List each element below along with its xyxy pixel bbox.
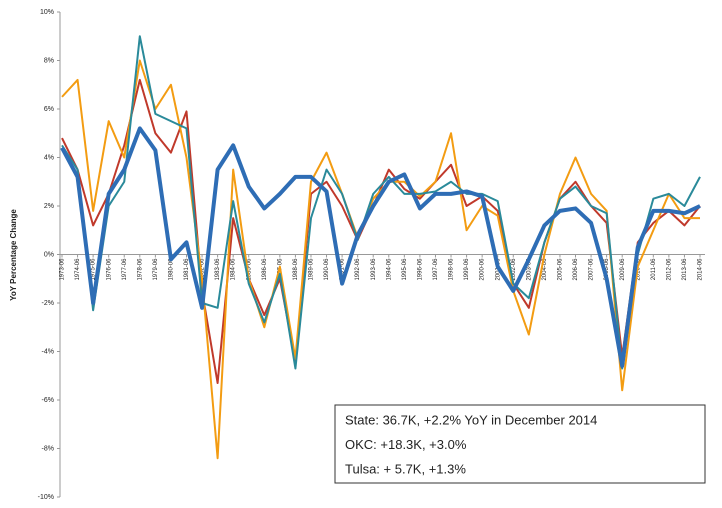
x-tick-label: 2012-06	[666, 258, 672, 281]
x-tick-label: 1974-06	[75, 258, 81, 281]
y-tick-label: -2%	[42, 300, 54, 307]
x-tick-label: 1986-06	[262, 258, 268, 281]
y-tick-label: 0%	[44, 251, 54, 258]
y-tick-label: -10%	[38, 494, 54, 501]
x-tick-label: 1994-06	[386, 258, 392, 281]
x-tick-label: 1989-06	[309, 258, 315, 281]
x-tick-label: 1983-06	[215, 258, 221, 281]
y-tick-label: -8%	[42, 445, 54, 452]
y-tick-label: 4%	[44, 154, 54, 161]
y-tick-label: 10%	[40, 9, 54, 16]
x-tick-label: 2011-06	[651, 258, 657, 280]
x-tick-label: 1999-06	[464, 258, 470, 281]
x-tick-label: 1995-06	[402, 258, 408, 281]
x-tick-label: 1991-06	[340, 258, 346, 281]
x-tick-label: 2009-06	[620, 258, 626, 281]
x-tick-label: 1973-06	[60, 258, 66, 281]
y-tick-label: 6%	[44, 106, 54, 113]
x-tick-label: 1985-06	[246, 258, 252, 281]
x-tick-label: 1982-06	[200, 258, 206, 281]
annotation-box	[334, 404, 706, 484]
y-tick-label: -4%	[42, 348, 54, 355]
series-line	[60, 126, 701, 369]
y-tick-label: -6%	[42, 397, 54, 404]
x-tick-label: 2002-06	[511, 258, 517, 281]
y-axis-label: YoY Percentage Change	[9, 209, 18, 301]
x-tick-label: 2004-06	[542, 258, 548, 281]
annotation: Tulsa: + 5.7K, +1.3%	[345, 461, 466, 476]
x-tick-label: 2000-06	[480, 258, 486, 281]
x-tick-label: 2014-06	[698, 258, 704, 281]
x-tick-label: 2003-06	[526, 258, 532, 281]
x-tick-label: 2005-06	[558, 258, 564, 281]
y-tick-label: 2%	[44, 203, 54, 210]
x-tick-label: 1979-06	[153, 258, 159, 281]
x-tick-label: 1996-06	[417, 258, 423, 281]
x-tick-label: 2008-06	[604, 258, 610, 281]
y-tick-label: 8%	[44, 57, 54, 64]
x-tick-label: 1978-06	[137, 258, 143, 281]
x-tick-label: 2006-06	[573, 258, 579, 281]
series-line	[61, 35, 701, 370]
x-tick-label: 2007-06	[589, 258, 595, 281]
x-tick-label: 1984-06	[231, 258, 237, 281]
x-tick-label: 2013-06	[682, 258, 688, 281]
x-tick-label: 1977-06	[122, 258, 128, 281]
x-tick-label: 1975-06	[91, 258, 97, 281]
x-tick-label: 1981-06	[184, 258, 190, 281]
x-tick-label: 1992-06	[355, 258, 361, 281]
x-tick-label: 1988-06	[293, 258, 299, 281]
x-tick-label: 1993-06	[371, 258, 377, 281]
x-tick-label: 1997-06	[433, 258, 439, 281]
x-tick-label: 1980-06	[169, 258, 175, 281]
annotation: OKC: +18.3K, +3.0%	[345, 437, 467, 452]
x-tick-label: 1990-06	[324, 258, 330, 281]
x-tick-label: 1976-06	[106, 258, 112, 281]
annotation: State: 36.7K, +2.2% YoY in December 2014	[345, 412, 597, 427]
x-tick-label: 1998-06	[449, 258, 455, 281]
series-line	[61, 78, 701, 385]
